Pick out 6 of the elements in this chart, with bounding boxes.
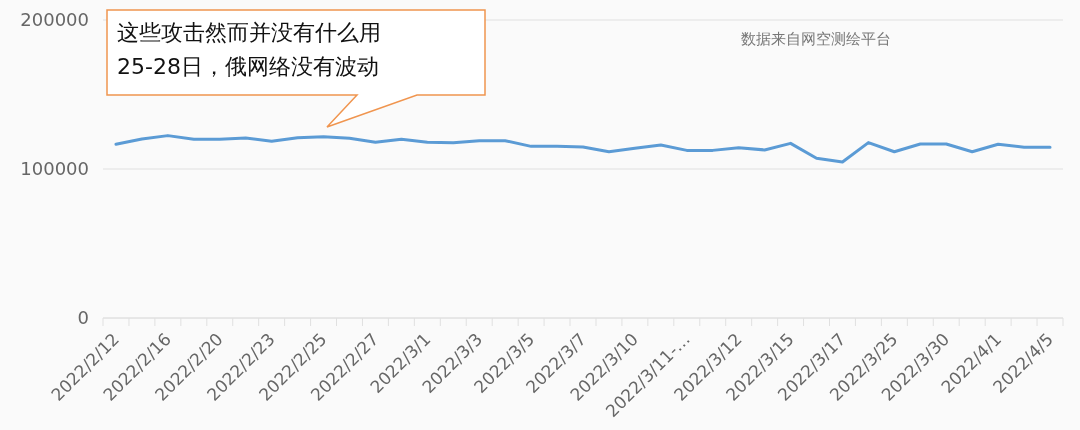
annotation: 这些攻击然而并没有什么用 25-28日，俄网络没有波动	[117, 20, 381, 79]
y-tick-label: 100000	[20, 158, 89, 179]
y-tick-label: 200000	[20, 9, 89, 30]
line-series	[114, 134, 1052, 164]
y-tick-label: 0	[77, 307, 89, 328]
annotation: 数据来自网空测绘平台	[741, 30, 891, 48]
